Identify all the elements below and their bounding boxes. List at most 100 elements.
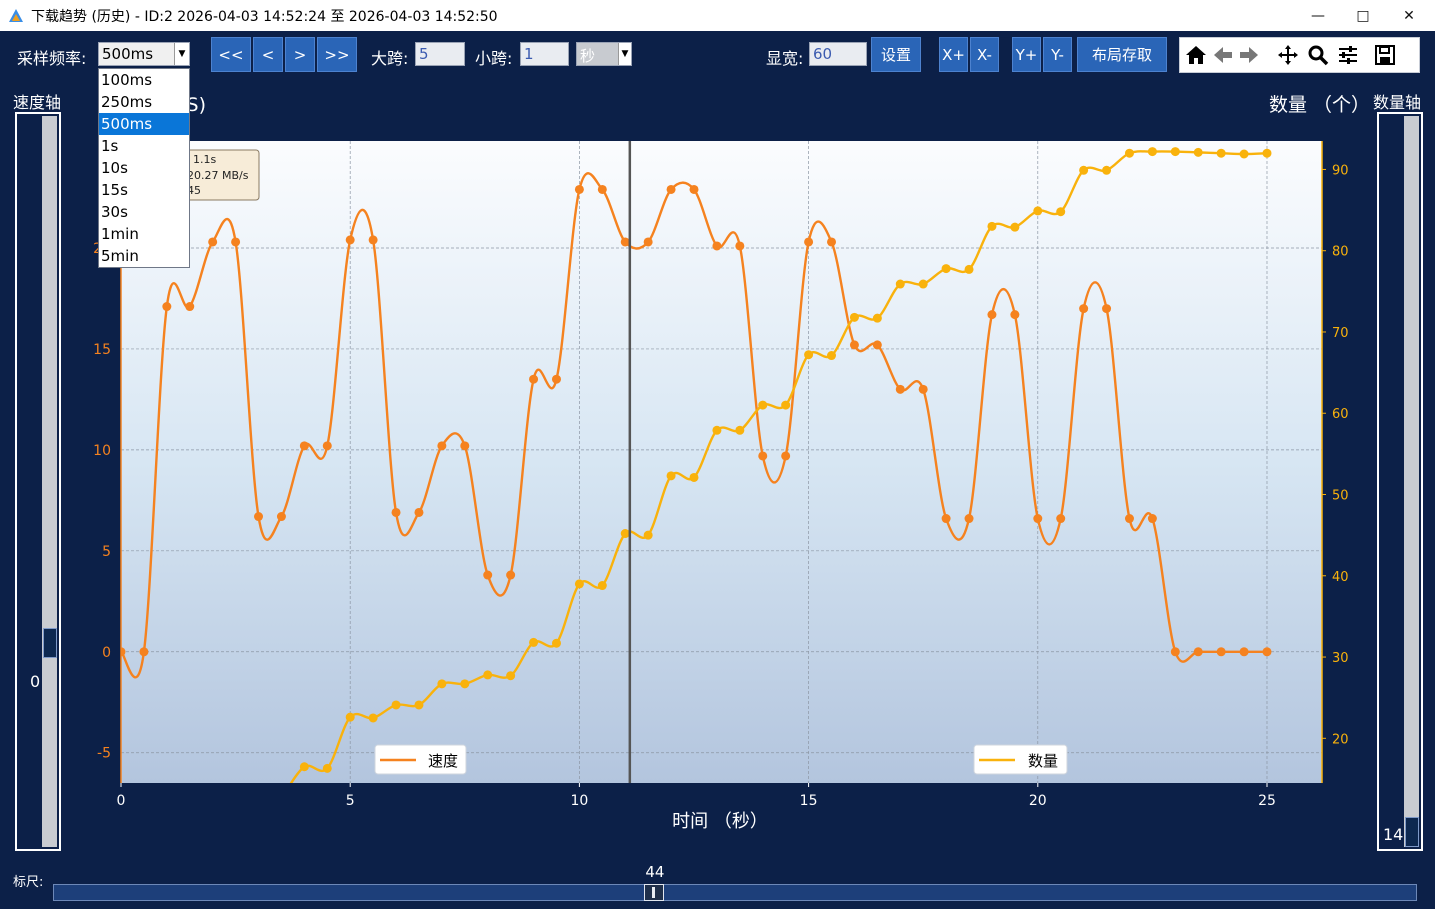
data-point-count bbox=[597, 581, 607, 591]
sample-rate-dropdown: 100ms 250ms 500ms 1s 10s 15s 30s 1min 5m… bbox=[98, 68, 190, 268]
dropdown-option[interactable]: 1s bbox=[101, 137, 119, 155]
legend-count: 数量 bbox=[973, 744, 1068, 775]
count-axis-slider[interactable] bbox=[1377, 112, 1423, 851]
data-point-count bbox=[299, 762, 309, 772]
data-point-count bbox=[529, 637, 539, 647]
data-point-speed bbox=[121, 647, 126, 657]
chevron-down-icon[interactable]: ▼ bbox=[618, 43, 631, 65]
data-point-speed bbox=[551, 374, 561, 384]
x-tick-label: 0 bbox=[117, 793, 126, 809]
window-title: 下载趋势 (历史) - ID:2 2026-04-03 14:52:24 至 2… bbox=[31, 9, 498, 25]
data-point-count bbox=[1170, 147, 1180, 157]
dropdown-option[interactable]: 250ms bbox=[101, 93, 153, 111]
speed-axis-label: 速度轴 bbox=[13, 93, 62, 112]
nav-last-button[interactable]: >> bbox=[317, 37, 357, 72]
dropdown-option[interactable]: 15s bbox=[101, 181, 128, 199]
set-button[interactable]: 设置 bbox=[871, 37, 921, 72]
plot-area[interactable] bbox=[121, 141, 1322, 783]
display-width-label: 显宽: bbox=[766, 49, 804, 68]
data-point-speed bbox=[322, 441, 332, 451]
data-point-speed bbox=[827, 237, 837, 247]
nav-prev-button[interactable]: < bbox=[253, 37, 283, 72]
back-arrow-icon[interactable] bbox=[1212, 44, 1234, 70]
nav-first-button[interactable]: << bbox=[211, 37, 251, 72]
data-point-speed bbox=[1056, 514, 1066, 524]
dropdown-option[interactable]: 5min bbox=[101, 247, 139, 265]
count-axis-value: 14 bbox=[1383, 825, 1404, 844]
count-axis-track[interactable] bbox=[1404, 116, 1419, 847]
data-point-count bbox=[712, 425, 722, 435]
series-line-speed bbox=[121, 172, 1267, 679]
data-point-speed bbox=[506, 570, 516, 580]
home-icon[interactable] bbox=[1185, 44, 1207, 70]
data-point-count bbox=[277, 794, 286, 803]
speed-axis-thumb[interactable] bbox=[43, 627, 57, 658]
save-icon[interactable] bbox=[1374, 44, 1396, 70]
data-point-count bbox=[689, 472, 699, 482]
data-point-count bbox=[758, 400, 768, 410]
sample-rate-select[interactable]: 500ms ▼ bbox=[98, 42, 190, 66]
data-point-speed bbox=[781, 451, 791, 461]
layout-save-button[interactable]: 布局存取 bbox=[1077, 37, 1167, 72]
chevron-down-icon[interactable]: ▼ bbox=[174, 43, 189, 65]
big-step-input[interactable]: 5 bbox=[415, 42, 465, 66]
sample-rate-label: 采样频率: bbox=[17, 49, 87, 68]
y-right-tick-label: 30 bbox=[1332, 651, 1349, 666]
data-point-speed bbox=[345, 235, 355, 245]
dropdown-option-selected[interactable]: 500ms bbox=[99, 113, 189, 135]
tooltip-line-time: 1.1s bbox=[193, 153, 216, 166]
forward-arrow-icon[interactable] bbox=[1238, 44, 1260, 70]
dropdown-option[interactable]: 30s bbox=[101, 203, 128, 221]
data-point-speed bbox=[276, 512, 286, 522]
pan-icon[interactable] bbox=[1277, 44, 1299, 70]
y-minus-button[interactable]: Y- bbox=[1043, 37, 1072, 72]
unit-value: 秒 bbox=[580, 47, 596, 65]
data-point-speed bbox=[964, 514, 974, 524]
count-axis-thumb[interactable] bbox=[1405, 817, 1419, 847]
y-right-tick-label: 70 bbox=[1332, 326, 1349, 341]
ruler-slider[interactable] bbox=[53, 884, 1417, 901]
x-tick-label: 10 bbox=[570, 793, 588, 809]
series-layer bbox=[121, 141, 1272, 803]
y-right-tick-label: 40 bbox=[1332, 570, 1349, 585]
data-point-speed bbox=[1102, 304, 1112, 314]
zoom-icon[interactable] bbox=[1307, 44, 1329, 70]
legend-count-label: 数量 bbox=[1028, 752, 1058, 770]
data-point-count bbox=[574, 579, 584, 589]
close-button[interactable]: ✕ bbox=[1403, 7, 1415, 24]
speed-axis-slider[interactable] bbox=[15, 112, 61, 851]
data-point-speed bbox=[1262, 647, 1272, 657]
series-speed bbox=[121, 172, 1272, 679]
y-plus-button[interactable]: Y+ bbox=[1012, 37, 1041, 72]
y-right-tick-label: 60 bbox=[1332, 407, 1349, 422]
dropdown-option[interactable]: 1min bbox=[101, 225, 139, 243]
data-point-speed bbox=[689, 184, 699, 194]
unit-select[interactable]: 秒 ▼ bbox=[576, 42, 632, 66]
display-width-input[interactable]: 60 bbox=[809, 42, 867, 66]
configure-icon[interactable] bbox=[1337, 44, 1359, 70]
x-axis-title: 时间 （秒） bbox=[672, 811, 768, 832]
small-step-input[interactable]: 1 bbox=[520, 42, 569, 66]
speed-axis-track[interactable] bbox=[42, 116, 57, 847]
data-point-speed bbox=[918, 384, 928, 394]
data-point-speed bbox=[987, 310, 997, 320]
x-minus-button[interactable]: X- bbox=[970, 37, 999, 72]
data-point-count bbox=[1056, 207, 1066, 217]
dropdown-option[interactable]: 100ms bbox=[101, 71, 153, 89]
maximize-button[interactable]: □ bbox=[1356, 7, 1370, 24]
dropdown-option[interactable]: 10s bbox=[101, 159, 128, 177]
data-point-count bbox=[849, 312, 859, 322]
y-left-tick-label: -5 bbox=[97, 746, 111, 762]
data-point-count bbox=[781, 400, 791, 410]
x-tick-label: 25 bbox=[1258, 793, 1276, 809]
minimize-button[interactable]: — bbox=[1311, 7, 1325, 24]
data-point-speed bbox=[872, 340, 882, 350]
x-plus-button[interactable]: X+ bbox=[939, 37, 968, 72]
data-point-speed bbox=[1079, 304, 1089, 314]
nav-next-button[interactable]: > bbox=[285, 37, 315, 72]
data-point-speed bbox=[529, 374, 539, 384]
sample-rate-value: 500ms bbox=[102, 45, 154, 63]
ruler-thumb[interactable] bbox=[644, 884, 665, 901]
x-tick-label: 15 bbox=[800, 793, 818, 809]
